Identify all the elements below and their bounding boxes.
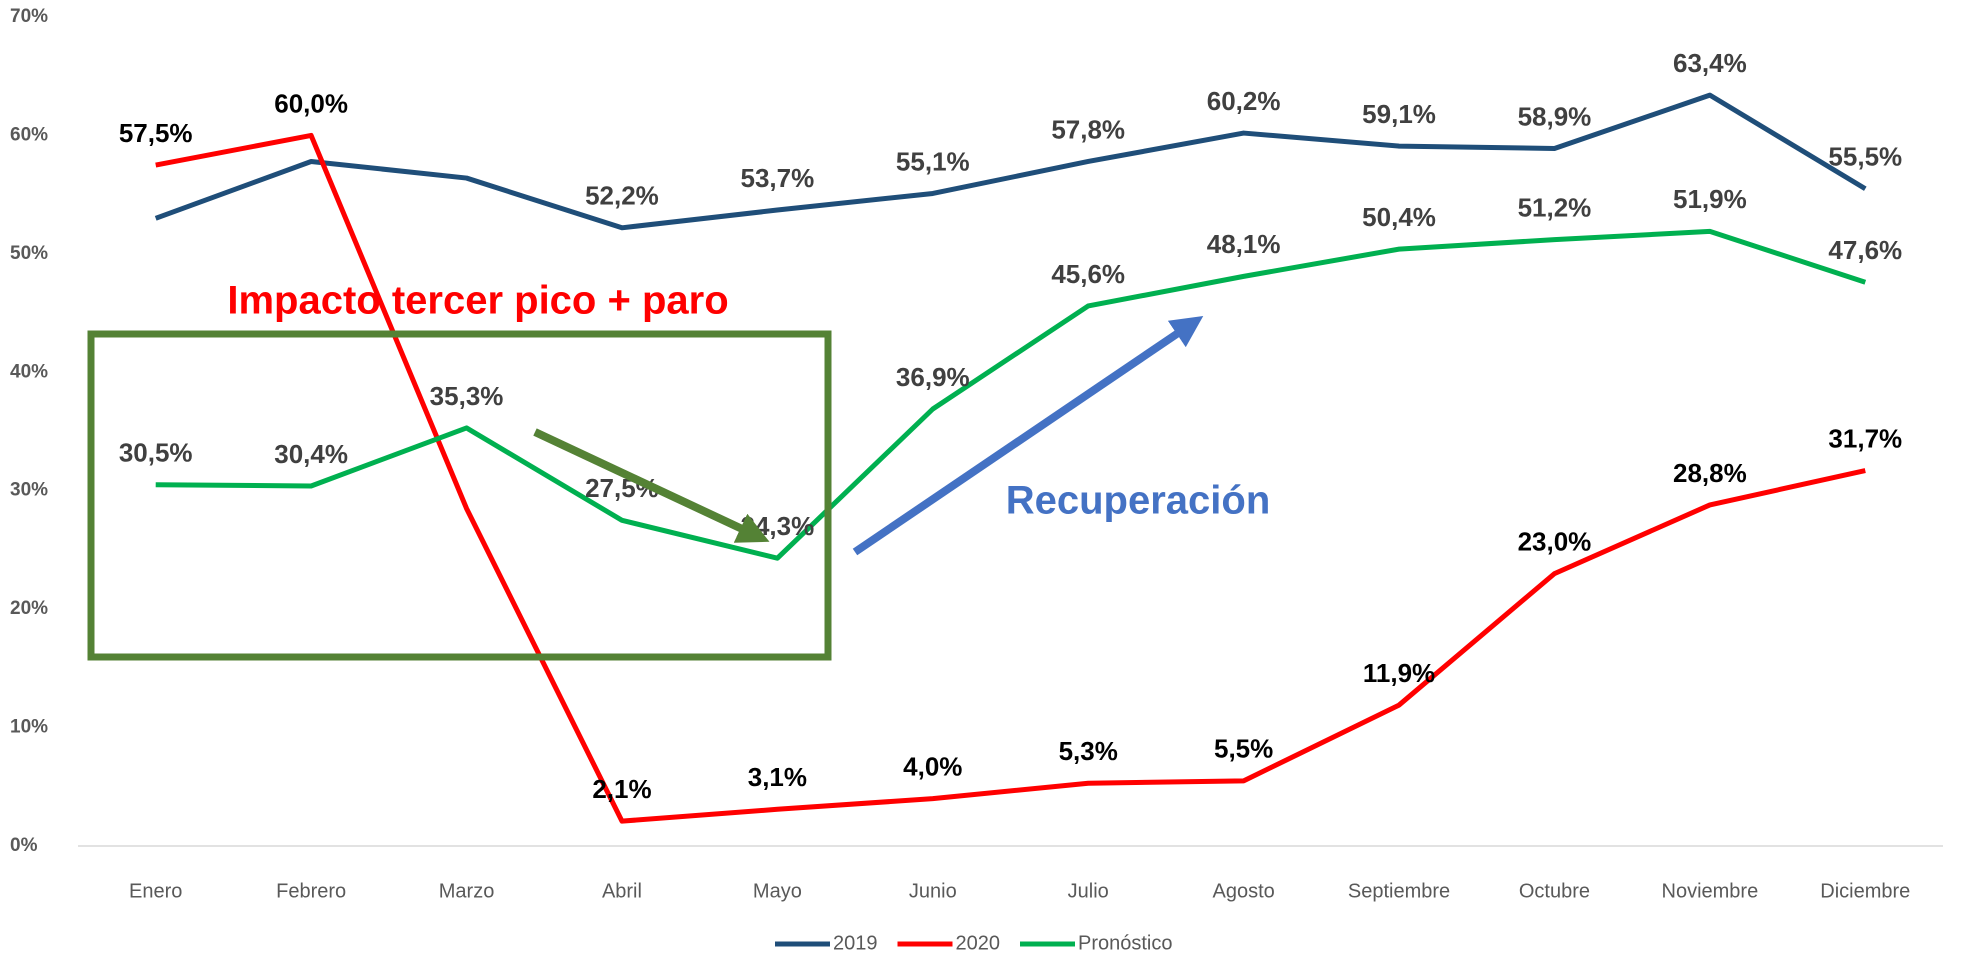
data-label: 3,1% bbox=[748, 762, 807, 792]
series-line bbox=[154, 92, 1867, 231]
data-label: 55,1% bbox=[896, 146, 970, 176]
y-tick-label: 20% bbox=[10, 598, 48, 619]
y-tick-label: 30% bbox=[10, 480, 48, 501]
legend: 2019 2020 Pronóstico bbox=[775, 932, 1173, 954]
data-label: 50,4% bbox=[1362, 202, 1436, 232]
legend-label: 2019 bbox=[833, 932, 878, 954]
data-label: 4,0% bbox=[903, 752, 962, 782]
highlight-box bbox=[87, 330, 832, 661]
data-label: 63,4% bbox=[1673, 48, 1747, 78]
data-label: 48,1% bbox=[1207, 229, 1281, 259]
data-label: 47,6% bbox=[1828, 235, 1902, 265]
decline-arrow bbox=[533, 428, 770, 543]
x-tick-label: Noviembre bbox=[1662, 880, 1759, 902]
data-label: 30,4% bbox=[274, 439, 348, 469]
y-tick-label: 0% bbox=[10, 835, 38, 856]
data-label: 51,2% bbox=[1518, 193, 1592, 223]
data-label: 58,9% bbox=[1518, 101, 1592, 131]
data-label: 5,3% bbox=[1059, 736, 1118, 766]
data-label: 57,5% bbox=[119, 118, 193, 148]
y-tick-label: 10% bbox=[10, 717, 48, 738]
x-tick-label: Marzo bbox=[439, 880, 495, 902]
data-label: 31,7% bbox=[1828, 423, 1902, 453]
data-label: 51,9% bbox=[1673, 184, 1747, 214]
x-tick-label: Enero bbox=[129, 880, 182, 902]
x-tick-label: Abril bbox=[602, 880, 642, 902]
x-tick-label: Septiembre bbox=[1348, 880, 1450, 902]
data-label: 2,1% bbox=[592, 774, 651, 804]
series-line bbox=[155, 132, 1866, 824]
data-label: 60,0% bbox=[274, 88, 348, 118]
x-tick-label: Julio bbox=[1068, 880, 1109, 902]
data-label: 55,5% bbox=[1828, 142, 1902, 172]
data-label: 23,0% bbox=[1518, 526, 1592, 556]
x-tick-label: Junio bbox=[909, 880, 957, 902]
x-tick-label: Mayo bbox=[753, 880, 802, 902]
data-label: 60,2% bbox=[1207, 86, 1281, 116]
data-label: 5,5% bbox=[1214, 734, 1273, 764]
plot: 0% 10% 20% 30% 40% 50% 60% 70% Enero Febrero Marzo… bbox=[10, 6, 1943, 902]
y-tick-label: 50% bbox=[10, 243, 48, 264]
x-tick-label: Febrero bbox=[276, 880, 346, 902]
y-tick-label: 60% bbox=[10, 124, 48, 145]
data-label: 52,2% bbox=[585, 181, 659, 211]
x-tick-label: Agosto bbox=[1212, 880, 1274, 902]
y-tick-label: 40% bbox=[10, 361, 48, 382]
data-label: 30,5% bbox=[119, 438, 193, 468]
recovery-arrow bbox=[852, 316, 1204, 556]
x-tick-label: Diciembre bbox=[1820, 880, 1910, 902]
annotation: Impacto tercer pico + paro bbox=[227, 279, 728, 323]
y-tick-label: 70% bbox=[10, 6, 48, 27]
data-label: 45,6% bbox=[1051, 259, 1125, 289]
data-label: 36,9% bbox=[896, 362, 970, 392]
data-label: 57,8% bbox=[1051, 114, 1125, 144]
data-label: 28,8% bbox=[1673, 458, 1747, 488]
legend-label: Pronóstico bbox=[1078, 932, 1173, 954]
data-label: 35,3% bbox=[430, 381, 504, 411]
annotation: Recuperación bbox=[1006, 479, 1271, 523]
data-label: 11,9% bbox=[1363, 658, 1435, 688]
data-label: 59,1% bbox=[1362, 99, 1436, 129]
legend-label: 2020 bbox=[956, 932, 1001, 954]
x-tick-label: Octubre bbox=[1519, 880, 1590, 902]
data-label: 53,7% bbox=[741, 163, 815, 193]
series-line bbox=[155, 228, 1867, 561]
